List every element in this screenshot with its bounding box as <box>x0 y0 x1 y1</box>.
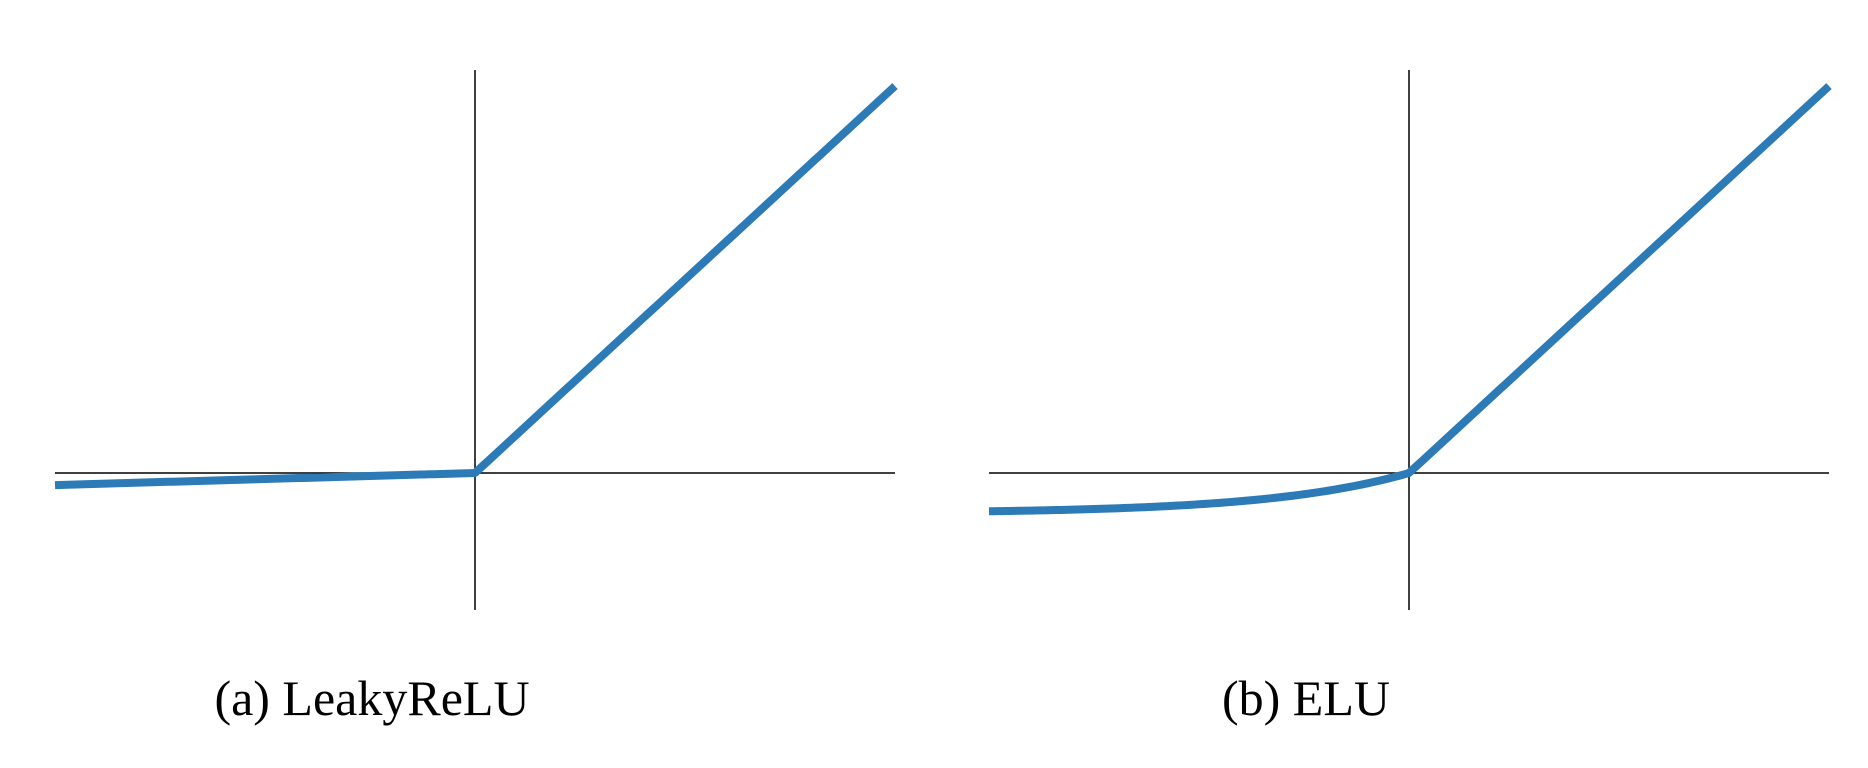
series-line <box>54 83 898 490</box>
elu-plot <box>988 70 1832 610</box>
caption-elu: (b) ELU <box>1222 670 1390 726</box>
panel-elu: (b) ELU <box>934 0 1868 768</box>
caption-leakyrelu: (a) LeakyReLU <box>214 670 530 726</box>
series-line <box>988 83 1832 516</box>
panel-leakyrelu: (a) LeakyReLU <box>54 70 898 726</box>
leakyrelu-plot <box>54 70 898 610</box>
